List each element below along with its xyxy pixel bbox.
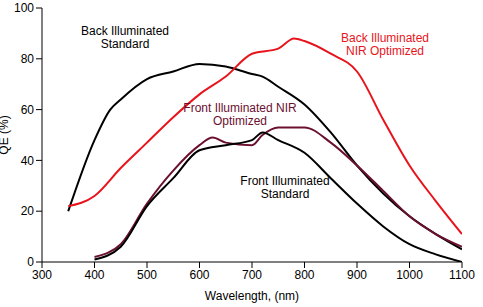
html-text:Back Illuminated Standard: Back Illuminated Standard (81, 24, 169, 51)
svg-text:400: 400 (84, 268, 104, 282)
svg-text:60: 60 (21, 103, 35, 117)
svg-text:1100: 1100 (449, 268, 475, 282)
svg-text:600: 600 (189, 268, 209, 282)
svg-text:QE (%): QE (%) (8, 115, 11, 154)
svg-text:500: 500 (137, 268, 157, 282)
svg-text:100: 100 (14, 1, 34, 15)
svg-text:0: 0 (27, 255, 34, 269)
html-text:Front Illuminated NIR Optimize: Front Illuminated NIR Optimized (183, 101, 297, 128)
svg-text:900: 900 (347, 268, 367, 282)
svg-text:300: 300 (32, 268, 52, 282)
svg-text:800: 800 (294, 268, 314, 282)
svg-text:20: 20 (21, 204, 35, 218)
svg-text:1000: 1000 (396, 268, 423, 282)
html-text:Front Illuminated Standard: Front Illuminated Standard (240, 174, 330, 201)
html-text:Back Illuminated NIR Optimized: Back Illuminated NIR Optimized (341, 31, 429, 58)
svg-text:40: 40 (21, 154, 35, 168)
svg-text:Wavelength, (nm): Wavelength, (nm) (205, 289, 299, 303)
svg-text:80: 80 (21, 52, 35, 66)
svg-text:700: 700 (242, 268, 262, 282)
